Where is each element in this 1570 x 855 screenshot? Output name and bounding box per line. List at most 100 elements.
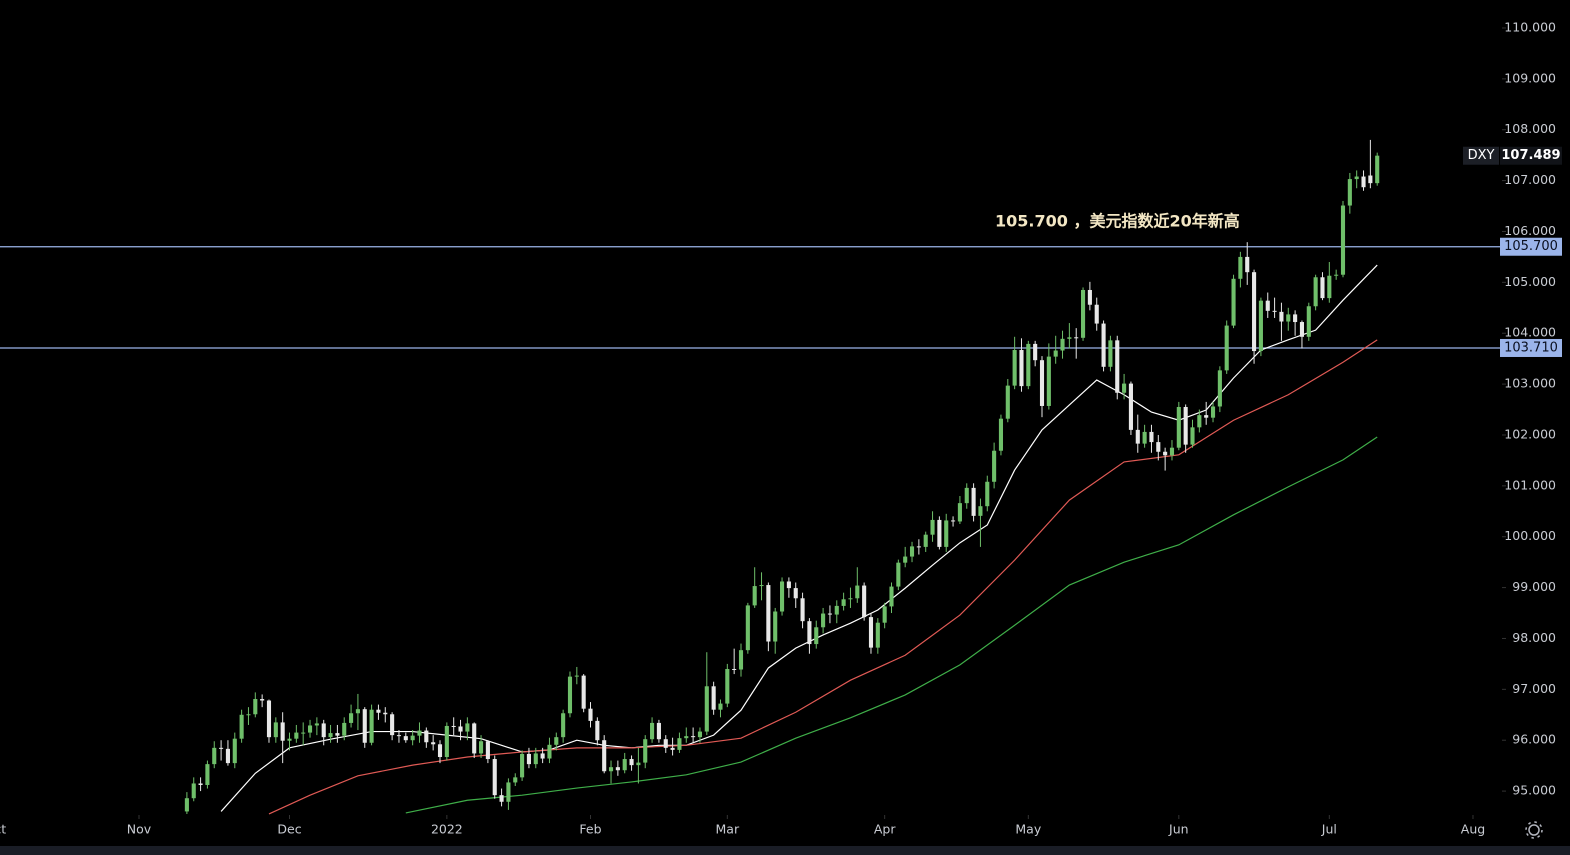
y-tick-label: 96.000 [1512, 732, 1556, 747]
candle-body [1012, 350, 1017, 386]
candle-body [485, 741, 490, 760]
symbol-box [1463, 146, 1499, 165]
candle-body [458, 726, 463, 732]
candle-body [595, 720, 600, 741]
candle-body [321, 723, 326, 738]
candle-body [362, 709, 367, 743]
candle-body [451, 725, 456, 727]
candle-body [807, 621, 812, 645]
candle-body [691, 736, 696, 738]
candle-body [1340, 205, 1346, 275]
candle-body [978, 506, 983, 516]
candle-body [937, 519, 942, 547]
candle-body [964, 487, 969, 504]
candle-body [718, 703, 723, 710]
candle-body [725, 668, 730, 704]
candle-body [260, 699, 265, 701]
candle-body [903, 556, 908, 563]
candle-body [848, 598, 853, 600]
candle-body [533, 753, 538, 765]
y-tick-label: 101.000 [1504, 477, 1556, 492]
candle-body [342, 722, 347, 736]
candle-body [478, 741, 484, 754]
candle-body [424, 730, 429, 743]
candle-body [567, 676, 573, 714]
candle-body [704, 686, 709, 732]
candle-body [499, 795, 504, 802]
y-tick-label: 104.000 [1504, 325, 1556, 340]
candle-body [868, 617, 874, 648]
candle-body [1334, 274, 1339, 276]
candle-body [834, 605, 839, 615]
y-tick-label: 103.000 [1504, 376, 1556, 391]
candle-body [1361, 176, 1366, 188]
candle-body [1163, 451, 1168, 456]
candle-body [1299, 322, 1305, 337]
candle-body [369, 709, 374, 743]
candle-body [239, 714, 244, 739]
candle-body [1080, 289, 1086, 338]
candle-body [1033, 343, 1038, 361]
x-tick-label: Apr [874, 822, 896, 837]
candle-body [219, 747, 224, 749]
y-tick-label: 99.000 [1512, 579, 1556, 594]
candle-body [779, 581, 785, 612]
candle-body [862, 585, 867, 618]
candle-body [636, 762, 641, 766]
x-tick-label: 2022 [431, 822, 463, 837]
candle-body [684, 736, 689, 739]
candle-body [697, 731, 703, 738]
candle-body [889, 586, 894, 607]
candle-body [1197, 415, 1202, 428]
candle-body [615, 767, 620, 771]
price-label-box [1500, 237, 1562, 256]
candle-body [1231, 278, 1236, 326]
candle-body [1094, 304, 1099, 324]
candle-body [944, 520, 949, 547]
candle-body [253, 699, 258, 715]
y-tick-label: 106.000 [1504, 223, 1556, 238]
candle-body [711, 686, 716, 710]
y-tick-label: 100.000 [1504, 528, 1556, 543]
candle-body [581, 675, 586, 709]
candle-body [287, 738, 292, 741]
candle-body [526, 753, 531, 765]
candle-body [472, 723, 477, 754]
candle-body [1060, 338, 1065, 351]
candle-body [1019, 350, 1024, 387]
candle-body [916, 546, 921, 548]
candle-body [225, 748, 230, 764]
candle-body [410, 735, 415, 741]
candle-body [656, 722, 661, 740]
candle-body [561, 713, 566, 738]
candle-body [745, 605, 750, 651]
candle-body [376, 709, 381, 713]
candle-body [1306, 306, 1311, 337]
candle-body [574, 675, 579, 677]
candle-body [909, 546, 915, 557]
candle-body [1375, 155, 1380, 184]
candle-body [1286, 314, 1291, 322]
x-tick-label: Jun [1168, 822, 1189, 837]
candle-body [396, 735, 402, 737]
candle-body [335, 733, 340, 736]
candle-body [1265, 300, 1270, 311]
candle-body [1347, 179, 1352, 206]
candle-body [875, 622, 880, 648]
candle-body [971, 487, 976, 516]
candle-body [930, 519, 935, 535]
candle-body [1156, 442, 1161, 452]
candle-body [896, 562, 901, 587]
candle-body [752, 586, 757, 606]
candle-body [1258, 300, 1263, 352]
settings-icon[interactable] [1525, 821, 1543, 839]
candle-body [1183, 406, 1188, 445]
candle-body [951, 520, 956, 522]
candle-body [588, 708, 593, 721]
candle-body [992, 450, 997, 482]
candle-body [608, 767, 614, 772]
candle-body [1067, 337, 1072, 339]
candle-body [191, 783, 196, 799]
